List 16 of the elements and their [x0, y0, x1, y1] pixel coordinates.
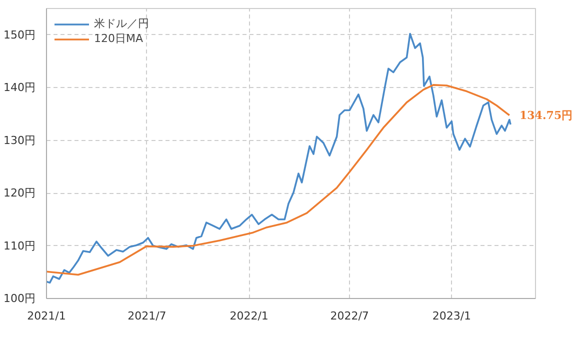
legend-label: 120日MA: [94, 31, 144, 46]
y-tick-label: 120円: [4, 186, 36, 200]
legend-label: 米ドル／円: [94, 16, 149, 31]
y-tick-label: 100円: [4, 292, 36, 305]
y-tick-label: 150円: [4, 28, 36, 42]
y-tick-label: 110円: [4, 239, 36, 252]
line-series: [46, 32, 512, 284]
x-tick-label: 2022/7: [330, 310, 369, 322]
line-series: [46, 84, 510, 276]
x-tick-label: 2023/1: [432, 310, 472, 322]
y-tick-label: 140円: [4, 81, 36, 94]
x-tick-label: 2022/1: [230, 310, 268, 322]
y-tick-label: 130円: [4, 134, 36, 147]
x-tick-label: 2021/7: [128, 310, 166, 322]
annotation: 134.75円: [520, 108, 573, 122]
x-tick-label: 2021/1: [27, 310, 66, 322]
